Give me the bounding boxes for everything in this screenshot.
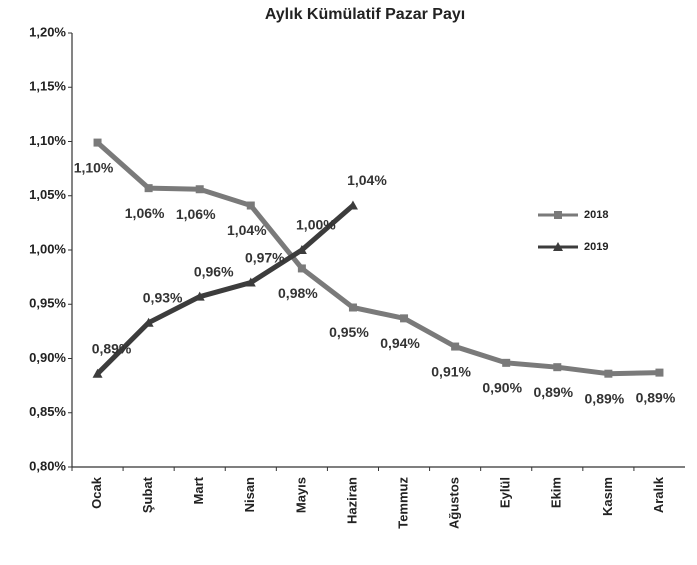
y-tick-label: 1,10% bbox=[29, 133, 66, 148]
data-label: 0,93% bbox=[143, 289, 183, 305]
x-tick-label: Şubat bbox=[140, 476, 155, 513]
marker bbox=[553, 363, 562, 372]
data-label: 0,94% bbox=[380, 335, 420, 351]
data-label: 0,89% bbox=[585, 390, 625, 406]
y-tick-label: 0,90% bbox=[29, 350, 66, 365]
y-tick-label: 0,95% bbox=[29, 296, 66, 311]
marker bbox=[195, 185, 204, 194]
marker bbox=[297, 264, 306, 273]
marker bbox=[400, 314, 409, 323]
data-label: 0,97% bbox=[245, 249, 285, 265]
x-tick-label: Mart bbox=[191, 476, 206, 504]
marker bbox=[144, 184, 153, 193]
data-label: 0,95% bbox=[329, 324, 369, 340]
data-label: 0,98% bbox=[278, 285, 318, 301]
x-tick-label: Mayıs bbox=[293, 477, 308, 513]
x-tick-label: Haziran bbox=[344, 477, 359, 524]
y-tick-label: 0,80% bbox=[29, 458, 66, 473]
data-label: 0,90% bbox=[482, 380, 522, 396]
y-tick-label: 1,20% bbox=[29, 24, 66, 39]
x-tick-label: Aralık bbox=[651, 476, 666, 513]
data-label: 0,96% bbox=[194, 263, 234, 279]
marker bbox=[502, 358, 511, 367]
y-tick-label: 1,00% bbox=[29, 241, 66, 256]
legend-label: 2018 bbox=[584, 209, 608, 221]
x-tick-label: Ocak bbox=[89, 476, 104, 509]
marker bbox=[655, 368, 664, 377]
chart-title: Aylık Kümülatif Pazar Payı bbox=[265, 6, 465, 23]
legend-label: 2019 bbox=[584, 241, 608, 253]
x-tick-label: Ağustos bbox=[447, 477, 462, 529]
data-label: 1,10% bbox=[74, 159, 114, 175]
y-tick-label: 0,85% bbox=[29, 404, 66, 419]
data-label: 1,06% bbox=[176, 206, 216, 222]
marker bbox=[93, 138, 102, 147]
data-label: 0,89% bbox=[533, 384, 573, 400]
data-label: 0,89% bbox=[636, 389, 676, 405]
x-tick-label: Temmuz bbox=[395, 477, 410, 529]
marker bbox=[246, 201, 255, 210]
marker bbox=[347, 200, 358, 210]
marker bbox=[194, 291, 205, 301]
x-tick-label: Kasım bbox=[600, 477, 615, 516]
x-tick-label: Nisan bbox=[242, 477, 257, 512]
data-label: 1,04% bbox=[227, 222, 267, 238]
marker bbox=[604, 369, 613, 378]
data-label: 1,00% bbox=[296, 217, 336, 233]
marker bbox=[245, 277, 256, 287]
data-label: 1,04% bbox=[347, 172, 387, 188]
marker bbox=[554, 211, 562, 219]
y-tick-label: 1,15% bbox=[29, 79, 66, 94]
y-tick-label: 1,05% bbox=[29, 187, 66, 202]
data-label: 0,91% bbox=[431, 363, 471, 379]
marker bbox=[553, 242, 563, 251]
series-line bbox=[95, 203, 355, 376]
marker bbox=[296, 245, 307, 254]
series-line bbox=[95, 140, 660, 377]
marker bbox=[348, 303, 357, 312]
data-label: 0,89% bbox=[92, 340, 132, 356]
marker bbox=[143, 317, 154, 327]
x-tick-label: Ekim bbox=[549, 477, 564, 508]
marker bbox=[92, 368, 103, 378]
data-label: 1,06% bbox=[125, 205, 165, 221]
x-tick-label: Eylül bbox=[498, 477, 513, 508]
marker bbox=[451, 342, 460, 351]
